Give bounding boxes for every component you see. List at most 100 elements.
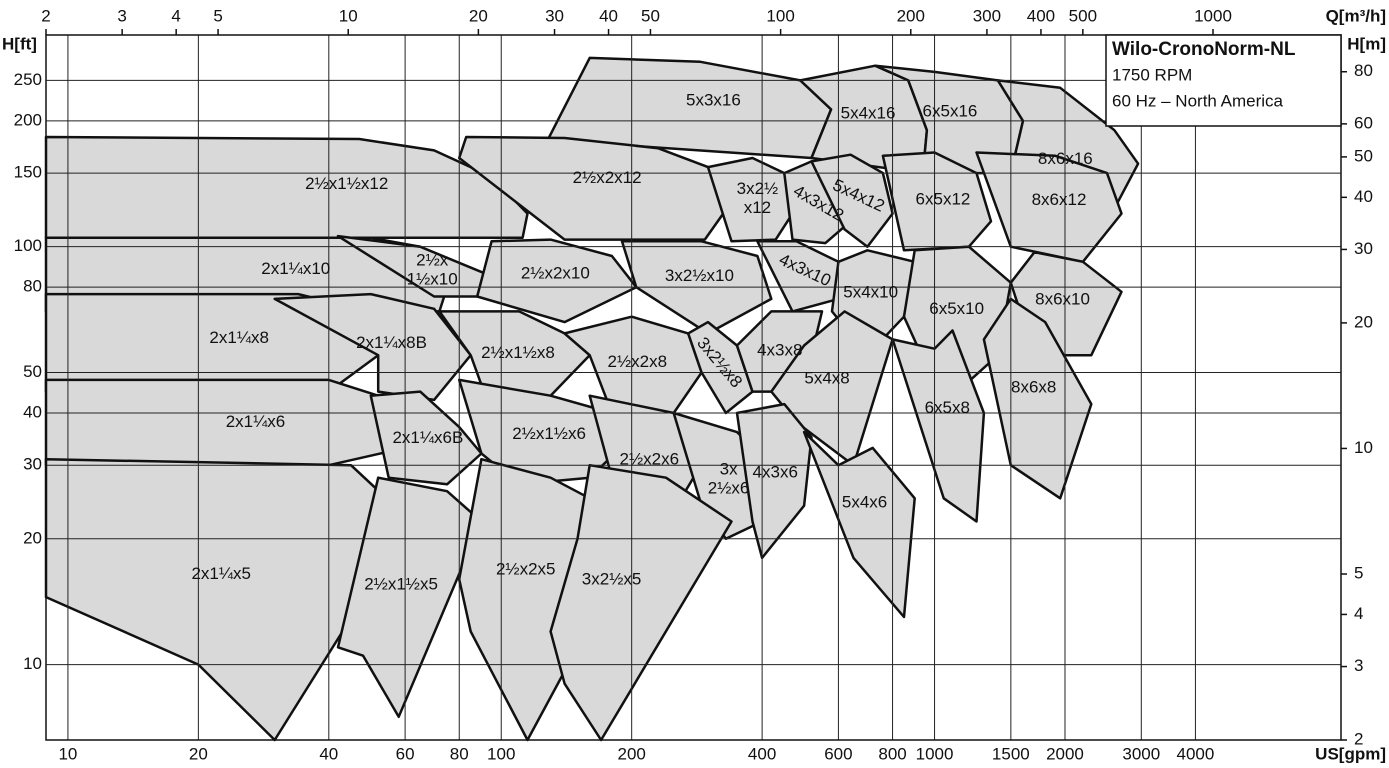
y2-tick-label: 20 [1354,312,1373,331]
chart-title: Wilo-CronoNorm-NL [1112,39,1296,60]
y2-tick-label: 60 [1354,113,1373,132]
region-label: 3x2½x5 [582,569,642,588]
x2-tick-label: 10 [339,6,358,25]
region-label: 5x4x6 [842,493,887,512]
x-tick-label: 100 [487,744,515,763]
y-tick-label: 50 [23,362,42,381]
x-tick-label: 10 [58,744,77,763]
x-tick-label: 1000 [916,744,954,763]
region-label: 5x3x16 [686,91,741,110]
x2-tick-label: 3 [117,6,126,25]
y-tick-label: 150 [14,163,42,182]
x-tick-label: 1500 [992,744,1030,763]
x2-tick-label: 300 [973,6,1001,25]
region-label: 2½x2x5 [496,559,556,578]
region-label: 2x1¼x5 [191,564,251,583]
region-label: x12 [744,198,771,217]
y-tick-label: 30 [23,455,42,474]
x-axis-label: US[gpm] [1315,744,1386,763]
chart-subtitle: 1750 RPM [1112,65,1192,84]
x-tick-label: 200 [617,744,645,763]
region-label: 2x1¼x10 [261,259,330,278]
pump-range [273,292,472,402]
region-label: 6x5x16 [923,101,978,120]
region-label: 8x6x10 [1035,289,1090,308]
y-tick-label: 20 [23,528,42,547]
x-tick-label: 600 [824,744,852,763]
x2-tick-label: 50 [641,6,660,25]
region-label: 2½x2x10 [521,263,590,282]
region-label: 2½x1½x6 [512,424,586,443]
region-label: 5x4x8 [804,369,849,388]
region-label: 2½x2x12 [573,168,642,187]
y2-tick-label: 50 [1354,146,1373,165]
y-tick-label: 80 [23,277,42,296]
x-tick-label: 2000 [1046,744,1084,763]
x-tick-label: 3000 [1122,744,1160,763]
region-label: 2½x [416,250,449,269]
region-label: 8x6x8 [1011,377,1056,396]
x2-tick-label: 200 [897,6,925,25]
region-label: 4x3x6 [753,463,798,482]
region-label: 8x6x12 [1032,190,1087,209]
region-label: 8x6x16 [1038,149,1093,168]
region-label: 6x5x12 [916,189,971,208]
x-tick-label: 800 [878,744,906,763]
x2-tick-label: 4 [171,6,180,25]
chart-subtitle: 60 Hz – North America [1112,91,1284,110]
x2-tick-label: 30 [545,6,564,25]
region-label: 5x4x10 [843,282,898,301]
x2-tick-label: 5 [213,6,222,25]
region-label: 4x3x8 [757,341,802,360]
y2-axis-label: H[m] [1347,34,1386,53]
y2-tick-label: 5 [1354,563,1363,582]
x2-tick-label: 400 [1027,6,1055,25]
region-label: 6x5x8 [925,398,970,417]
y2-tick-label: 3 [1354,656,1363,675]
region-label: 2x1¼x6B [392,428,463,447]
x2-tick-label: 2 [41,6,50,25]
y-tick-label: 250 [14,70,42,89]
y-axis-label: H[ft] [2,34,37,53]
y2-tick-label: 30 [1354,239,1373,258]
region-label: 2½x6 [708,478,750,497]
x-tick-label: 4000 [1177,744,1215,763]
x2-tick-label: 20 [469,6,488,25]
y-tick-label: 200 [14,110,42,129]
y2-tick-label: 4 [1354,604,1363,623]
region-label: 2x1¼x6 [226,412,286,431]
region-label: 2½x2x8 [608,352,668,371]
pump-range [549,463,733,742]
y2-tick-label: 80 [1354,61,1373,80]
region-label: 1½x10 [407,269,458,288]
x2-tick-label: 100 [766,6,794,25]
pump-range [735,402,813,560]
x2-tick-label: 40 [599,6,618,25]
y2-tick-label: 10 [1354,438,1373,457]
x2-tick-label: 500 [1069,6,1097,25]
region-label: 2x1¼x8B [356,333,427,352]
region-label: 2½x2x6 [620,449,680,468]
legend-box [1105,34,1342,127]
region-label: 2½x1½x12 [305,174,388,193]
region-label: 3x2½ [737,179,779,198]
y-tick-label: 100 [14,236,42,255]
pump-range [438,310,591,415]
region-label: 3x2½x10 [665,266,734,285]
y-tick-label: 40 [23,402,42,421]
x-tick-label: 60 [396,744,415,763]
pump-range [475,238,638,324]
plot-frame [45,34,1342,741]
region-label: 2½x1½x8 [481,343,555,362]
region-label: 5x4x16 [841,103,896,122]
x-tick-label: 400 [748,744,776,763]
grid [45,29,1347,741]
x-tick-label: 20 [189,744,208,763]
x-tick-label: 80 [450,744,469,763]
y-tick-label: 10 [23,654,42,673]
x2-tick-label: 1000 [1194,6,1232,25]
pump-range [336,476,483,719]
region-labels: 5x3x16 5x4x16 6x5x16 8x6x16 2½x1½x12 2½x2x12 3… [191,91,1092,594]
pump-range [563,315,703,415]
